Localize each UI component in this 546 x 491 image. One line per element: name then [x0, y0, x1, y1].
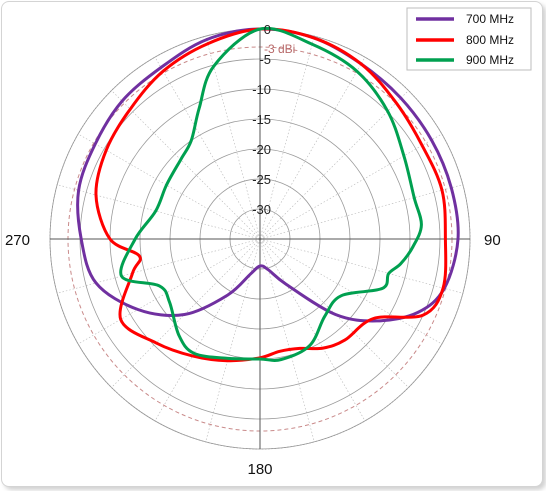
series-line-800mhz [94, 27, 448, 363]
series-line-700mhz [76, 27, 460, 323]
legend: 700 MHz 800 MHz 900 MHz [406, 7, 532, 71]
radial-tick-label-minus-15: -15 [252, 112, 271, 127]
angle-label-270: 270 [5, 232, 30, 249]
angular-gridline-315 [111, 90, 261, 240]
angular-gridline-195 [205, 238, 261, 442]
angular-gridline-285 [57, 184, 261, 240]
angular-gridline-300 [77, 133, 261, 240]
angular-gridline-150 [259, 238, 366, 422]
angular-gridline-60 [259, 133, 443, 240]
radial-tick-label-minus-30: -30 [252, 202, 271, 217]
angular-gridline-75 [259, 184, 463, 240]
angular-gridline-45 [259, 90, 409, 240]
radial-tick-label-minus-20: -20 [252, 142, 271, 157]
series-line-900mhz [119, 26, 423, 362]
angular-gridline-105 [259, 238, 463, 294]
radial-tick-label-minus-25: -25 [252, 172, 271, 187]
series-layer [76, 26, 460, 363]
angle-label-180: 180 [247, 461, 272, 478]
angular-gridline-330 [154, 56, 261, 240]
angle-label-90: 90 [484, 232, 501, 249]
angular-gridline-165 [259, 238, 315, 442]
angular-gridline-30 [259, 56, 366, 240]
angular-gridline-15 [259, 36, 315, 240]
radial-tick-label-0: 0 [264, 22, 271, 37]
radial-tick-label-minus-5: -5 [259, 52, 271, 67]
legend-label-900mhz: 900 MHz [466, 53, 514, 67]
legend-label-800mhz: 800 MHz [466, 33, 514, 47]
angular-gridline-255 [57, 238, 261, 294]
radial-tick-label-minus-10: -10 [252, 82, 271, 97]
angular-gridline-120 [259, 238, 443, 345]
reference-circle-label: -3 dBi [264, 42, 295, 56]
angular-gridline-345 [205, 36, 261, 240]
angular-gridline-240 [77, 238, 261, 345]
axis-labels: 0 -5 -10 -15 -20 -25 -30 -3 dBi 90 180 2… [5, 22, 501, 478]
angular-gridline-210 [154, 238, 261, 422]
legend-label-700mhz: 700 MHz [466, 12, 514, 26]
